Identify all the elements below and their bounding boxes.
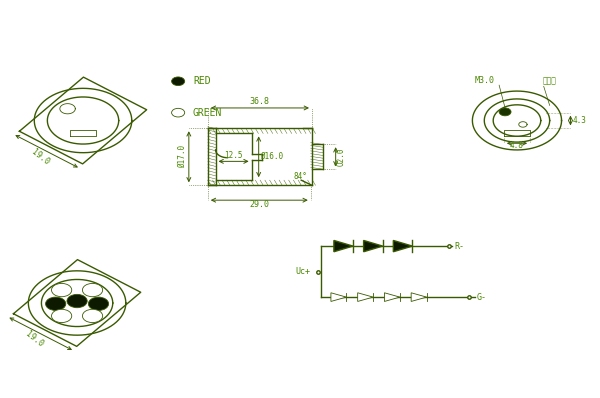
Text: G-: G- <box>476 293 487 302</box>
Polygon shape <box>385 293 400 301</box>
Circle shape <box>46 297 66 310</box>
Text: Uc+: Uc+ <box>295 267 310 276</box>
Polygon shape <box>358 293 373 301</box>
Text: Ø16.0: Ø16.0 <box>260 152 284 161</box>
Text: R-: R- <box>455 242 464 251</box>
Circle shape <box>172 108 185 117</box>
Circle shape <box>172 77 185 86</box>
Polygon shape <box>331 293 346 301</box>
Text: 29.0: 29.0 <box>249 200 269 209</box>
Circle shape <box>82 309 103 323</box>
Circle shape <box>52 309 72 323</box>
Polygon shape <box>411 293 427 301</box>
Circle shape <box>82 283 103 297</box>
Text: 绝缘圈: 绝缘圈 <box>543 76 557 85</box>
Text: 36.8: 36.8 <box>250 97 270 106</box>
Text: 4.3: 4.3 <box>572 116 586 125</box>
Circle shape <box>52 283 72 297</box>
Circle shape <box>499 108 511 116</box>
Text: M3.0: M3.0 <box>474 76 494 85</box>
Polygon shape <box>364 240 383 252</box>
Polygon shape <box>334 240 353 252</box>
Text: Ô2.0: Ô2.0 <box>337 148 346 166</box>
Text: GREEN: GREEN <box>193 108 223 118</box>
Text: 19.0: 19.0 <box>29 147 50 166</box>
Polygon shape <box>394 240 412 252</box>
Circle shape <box>67 295 87 308</box>
Text: 4.8: 4.8 <box>510 141 524 150</box>
Text: 12.5: 12.5 <box>224 151 243 160</box>
Text: 84°: 84° <box>293 172 307 181</box>
Text: 19.0: 19.0 <box>23 330 45 349</box>
Text: Ø17.0: Ø17.0 <box>178 145 187 168</box>
Text: RED: RED <box>193 76 211 86</box>
Circle shape <box>88 297 109 310</box>
